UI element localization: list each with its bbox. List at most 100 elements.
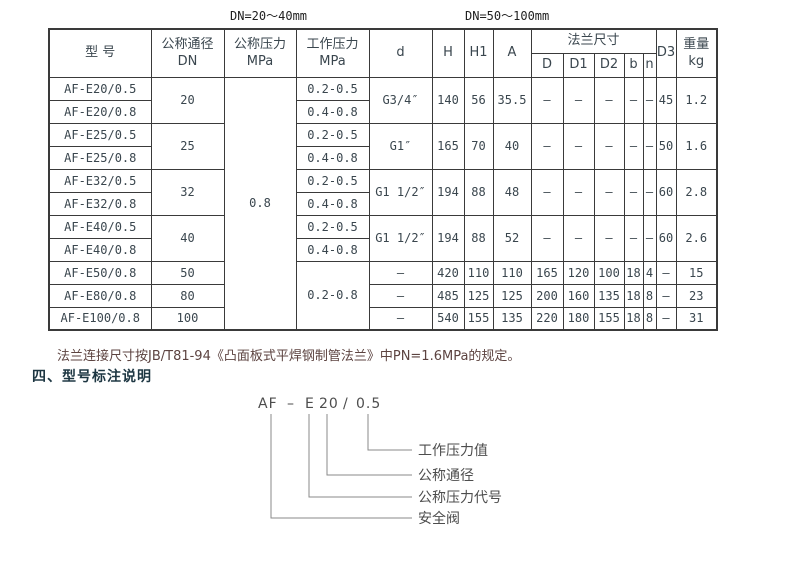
code-part-series: AF	[258, 396, 278, 412]
table-cell: G3/4″	[368, 76, 433, 124]
table-cell: AF-E40/0.5	[48, 214, 152, 239]
table-cell: –	[642, 122, 657, 170]
table-cell: –	[368, 260, 433, 285]
code-part-pressure: 0.5	[356, 396, 381, 412]
header-cell: H	[431, 28, 465, 78]
table-cell: 160	[562, 283, 595, 308]
table-cell: 0.2-0.5	[295, 76, 370, 101]
table-cell: G1 1/2″	[368, 168, 433, 216]
header-cell: d	[368, 28, 433, 78]
table-cell: –	[593, 214, 625, 262]
header-cell: 型 号	[48, 28, 152, 78]
header-cell: D2	[593, 52, 625, 78]
dn-range-label-large: DN=50～100mm	[465, 9, 550, 23]
section-heading: 四、型号标注说明	[32, 369, 152, 385]
header-cell: D	[530, 52, 564, 78]
header-cell: b	[623, 52, 644, 78]
table-cell: –	[530, 122, 564, 170]
table-cell: 56	[463, 76, 494, 124]
table-cell: 80	[150, 283, 225, 308]
table-cell: 540	[431, 306, 465, 331]
table-cell: –	[623, 168, 644, 216]
table-cell: 88	[463, 214, 494, 262]
table-cell: 50	[150, 260, 225, 285]
table-cell: 8	[642, 306, 657, 331]
table-cell: 0.2-0.5	[295, 168, 370, 193]
table-cell: 40	[492, 122, 532, 170]
table-cell: –	[562, 76, 595, 124]
table-cell: –	[623, 76, 644, 124]
header-cell: D1	[562, 52, 595, 78]
table-cell: 0.8	[223, 76, 297, 331]
table-cell: 23	[675, 283, 718, 308]
spec-table: 型 号公称通径 DN 公称压力 MPa 工作压力 MPa d H H1 A 法兰尺寸 D3 重量 …	[48, 28, 718, 331]
table-cell: –	[642, 168, 657, 216]
table-cell: 125	[492, 283, 532, 308]
header-cell: A	[492, 28, 532, 78]
table-cell: 52	[492, 214, 532, 262]
label-pressure-code: 公称压力代号	[418, 490, 502, 506]
header-cell: 公称压力 MPa	[223, 28, 297, 78]
table-cell: AF-E32/0.8	[48, 191, 152, 216]
table-cell: 1.6	[675, 122, 718, 170]
table-cell: G1″	[368, 122, 433, 170]
table-cell: 0.4-0.8	[295, 191, 370, 216]
table-cell: 2.6	[675, 214, 718, 262]
table-cell: 0.2-0.5	[295, 122, 370, 147]
flange-note: 法兰连接尺寸按JB/T81-94《凸面板式平焊钢制管法兰》中PN=1.6MPa的…	[57, 349, 521, 364]
spec-table-wrap: 型 号公称通径 DN 公称压力 MPa 工作压力 MPa d H H1 A 法兰尺寸 D3 重量 …	[48, 28, 718, 331]
table-cell: 35.5	[492, 76, 532, 124]
header-cell: 法兰尺寸	[530, 28, 657, 54]
table-cell: –	[368, 306, 433, 331]
table-cell: 2.8	[675, 168, 718, 216]
table-cell: –	[642, 214, 657, 262]
table-cell: 165	[530, 260, 564, 285]
table-cell: 155	[593, 306, 625, 331]
table-cell: 420	[431, 260, 465, 285]
table-cell: 194	[431, 214, 465, 262]
table-cell: –	[655, 283, 677, 308]
table-cell: 100	[150, 306, 225, 331]
table-cell: 15	[675, 260, 718, 285]
table-cell: 0.2-0.8	[295, 260, 370, 331]
table-cell: 0.4-0.8	[295, 145, 370, 170]
table-cell: –	[368, 283, 433, 308]
table-cell: 0.2-0.5	[295, 214, 370, 239]
table-cell: 110	[492, 260, 532, 285]
header-cell: 重量 kg	[675, 28, 718, 78]
dn-range-label-small: DN=20～40mm	[230, 9, 308, 23]
table-cell: 50	[655, 122, 677, 170]
table-cell: 45	[655, 76, 677, 124]
table-cell: 8	[642, 283, 657, 308]
table-row: AF-E50/0.8 50 0.2-0.8–420 110 110 165 120 100 18…	[48, 260, 718, 331]
table-cell: 0.4-0.8	[295, 237, 370, 262]
table-cell: 25	[150, 122, 225, 170]
table-cell: 48	[492, 168, 532, 216]
connector-line-press-code	[308, 414, 412, 498]
table-row: AF-E32/0.8 0.4-0.8	[48, 191, 717, 216]
table-cell: AF-E25/0.8	[48, 145, 152, 170]
table-cell: 60	[655, 168, 677, 216]
table-cell: G1 1/2″	[368, 214, 433, 262]
table-cell: –	[562, 168, 595, 216]
table-cell: 88	[463, 168, 494, 216]
table-cell: 135	[492, 306, 532, 331]
table-cell: AF-E40/0.8	[48, 237, 152, 262]
code-part-press-code: E	[305, 396, 315, 412]
table-cell: –	[642, 76, 657, 124]
table-row: AF-E25/0.5 25 0.2-0.5 G1″ 165 70 40– – – – –50 1.6	[48, 122, 718, 170]
table-cell: –	[562, 122, 595, 170]
table-cell: 70	[463, 122, 494, 170]
table-cell: 110	[463, 260, 494, 285]
table-cell: 40	[150, 214, 225, 262]
table-cell: 18	[623, 283, 644, 308]
table-cell: 100	[593, 260, 625, 285]
table-cell: –	[655, 306, 677, 331]
table-cell: AF-E80/0.8	[48, 283, 152, 308]
header-cell: 工作压力 MPa	[295, 28, 370, 78]
connector-line-pressure	[367, 414, 412, 451]
model-code-diagram: AF – E 20 / 0.5 工作压力值 公称通径 公称压力代号 安全阀	[258, 396, 502, 527]
table-row: AF-E100/0.8 100–540 155 135 220 180 155 18 8–31	[48, 306, 718, 331]
header-cell: H1	[463, 28, 494, 78]
